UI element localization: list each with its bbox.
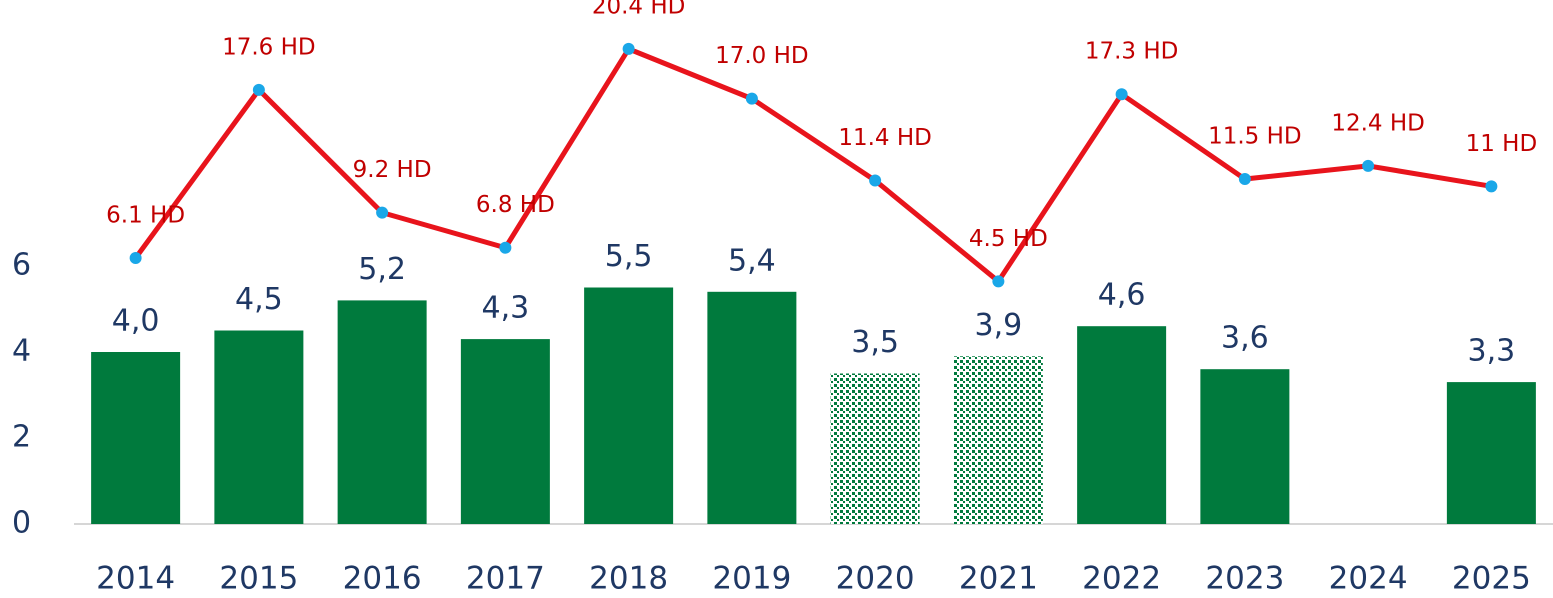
bar-value-label: 3,6 <box>1221 321 1269 356</box>
line-marker <box>252 83 265 96</box>
bar-value-label: 3,5 <box>851 325 899 360</box>
bar <box>1200 369 1290 524</box>
x-tick-label: 2014 <box>96 561 175 597</box>
y-tick-label: 6 <box>12 248 31 283</box>
bar <box>91 352 181 524</box>
x-tick-label: 2024 <box>1329 561 1408 597</box>
bar <box>584 287 674 524</box>
line-marker <box>992 275 1005 288</box>
x-tick-label: 2022 <box>1082 561 1161 597</box>
bar <box>707 291 797 524</box>
line-marker <box>1115 88 1128 101</box>
x-tick-label: 2018 <box>589 561 668 597</box>
line-value-label: 9.2 HD <box>353 157 432 183</box>
x-tick-label: 2017 <box>466 561 545 597</box>
x-tick-label: 2019 <box>712 561 791 597</box>
line-marker <box>869 174 882 187</box>
bar <box>460 339 550 524</box>
y-tick-label: 0 <box>12 506 31 541</box>
line-value-label: 17.6 HD <box>222 34 316 60</box>
bar <box>1077 326 1167 524</box>
line-marker <box>622 42 635 55</box>
bar-value-label: 5,2 <box>358 252 406 287</box>
line-marker <box>129 251 142 264</box>
bar-value-label: 5,5 <box>605 239 653 274</box>
x-tick-label: 2021 <box>959 561 1038 597</box>
line-marker <box>1485 180 1498 193</box>
bar <box>953 356 1043 524</box>
line-value-label: 20.4 HD <box>592 0 686 19</box>
bar <box>214 330 304 524</box>
bar <box>337 300 427 524</box>
line-marker <box>1238 173 1251 186</box>
line-value-label: 17.3 HD <box>1085 39 1179 65</box>
line-marker <box>499 241 512 254</box>
x-tick-label: 2023 <box>1205 561 1284 597</box>
bar-value-label: 4,5 <box>235 282 283 317</box>
line <box>133 45 1492 286</box>
x-tick-label: 2016 <box>343 561 422 597</box>
x-tick-label: 2020 <box>836 561 915 597</box>
line-value-label: 17.0 HD <box>715 43 809 69</box>
bar <box>1446 382 1536 524</box>
line-value-label: 11.5 HD <box>1208 124 1302 150</box>
bar-value-label: 4,3 <box>482 291 530 326</box>
bar <box>830 373 920 524</box>
line-value-label: 11 HD <box>1466 131 1538 157</box>
y-tick-label: 4 <box>12 334 31 369</box>
x-tick-label: 2025 <box>1452 561 1531 597</box>
bar-value-label: 4,6 <box>1098 278 1146 313</box>
line-marker <box>1362 159 1375 172</box>
bar-value-label: 3,3 <box>1468 334 1516 369</box>
bar-value-label: 4,0 <box>112 304 160 339</box>
line-value-label: 6.1 HD <box>106 202 185 228</box>
line-value-label: 4.5 HD <box>969 226 1048 252</box>
line-marker <box>376 206 389 219</box>
line-value-label: 12.4 HD <box>1331 110 1425 136</box>
line-value-label: 6.8 HD <box>476 192 555 218</box>
x-tick-label: 2015 <box>219 561 298 597</box>
line-value-label: 11.4 HD <box>838 125 932 151</box>
bar-value-label: 3,9 <box>975 308 1023 343</box>
y-tick-label: 2 <box>12 420 31 455</box>
line-marker <box>745 92 758 105</box>
bar-value-label: 5,4 <box>728 243 776 278</box>
